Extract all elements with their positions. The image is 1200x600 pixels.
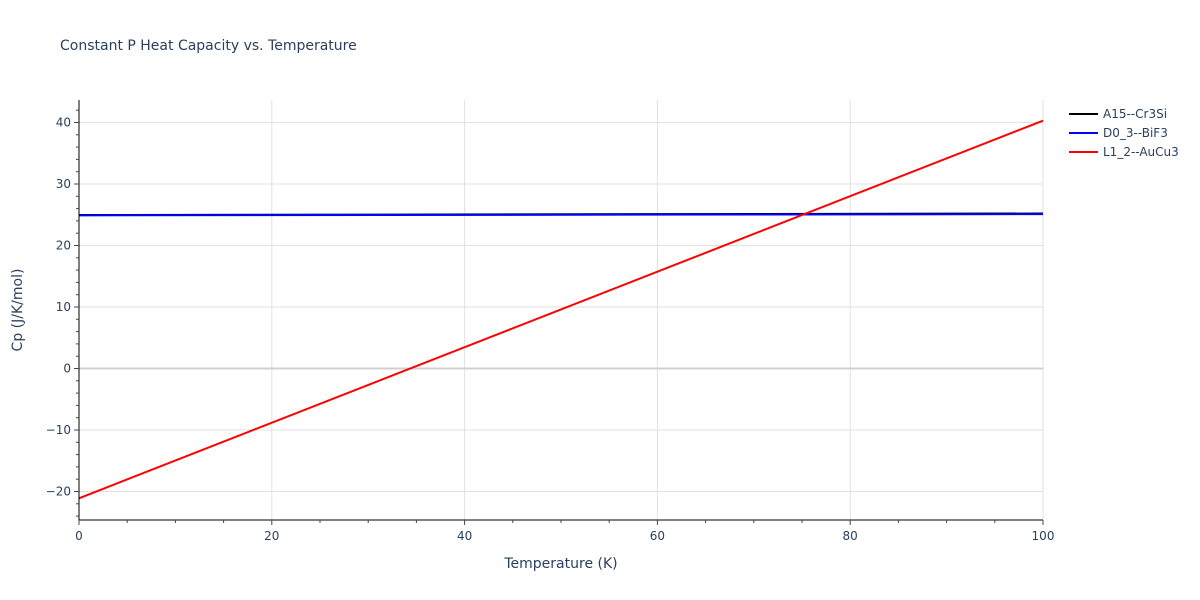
x-tick-label: 40: [457, 529, 472, 543]
x-tick-label: 60: [650, 529, 665, 543]
plot-area[interactable]: [78, 119, 1044, 500]
x-tick-label: 100: [1032, 529, 1055, 543]
legend-label: A15--Cr3Si: [1103, 107, 1167, 121]
y-tick-label: 40: [56, 116, 71, 130]
axes: 0 20 40 60 80 100 −20 −10 0 10 20 30 40: [46, 100, 1055, 543]
x-tick-label: 20: [264, 529, 279, 543]
y-tick-label: −20: [46, 485, 71, 499]
y-tick-label: −10: [46, 423, 71, 437]
y-tick-label: 30: [56, 177, 71, 191]
y-tick-label: 0: [63, 362, 71, 376]
legend-item[interactable]: L1_2--AuCu3: [1069, 145, 1179, 159]
legend-label: D0_3--BiF3: [1103, 126, 1168, 140]
chart-title: Constant P Heat Capacity vs. Temperature: [60, 38, 357, 54]
series-line-D0_3--BiF3[interactable]: [78, 213, 1044, 217]
x-axis-title: Temperature (K): [503, 556, 617, 572]
legend[interactable]: A15--Cr3Si D0_3--BiF3 L1_2--AuCu3: [1069, 107, 1179, 159]
series-line-L1_2--AuCu3[interactable]: [78, 119, 1044, 500]
grid-lines: [79, 100, 1044, 520]
legend-item[interactable]: A15--Cr3Si: [1069, 107, 1167, 121]
x-tick-label: 0: [75, 529, 83, 543]
legend-item[interactable]: D0_3--BiF3: [1069, 126, 1168, 140]
y-tick-label: 20: [56, 239, 71, 253]
x-tick-label: 80: [843, 529, 858, 543]
y-axis-title: Cp (J/K/mol): [10, 269, 26, 352]
y-tick-label: 10: [56, 300, 71, 314]
legend-label: L1_2--AuCu3: [1103, 145, 1179, 159]
